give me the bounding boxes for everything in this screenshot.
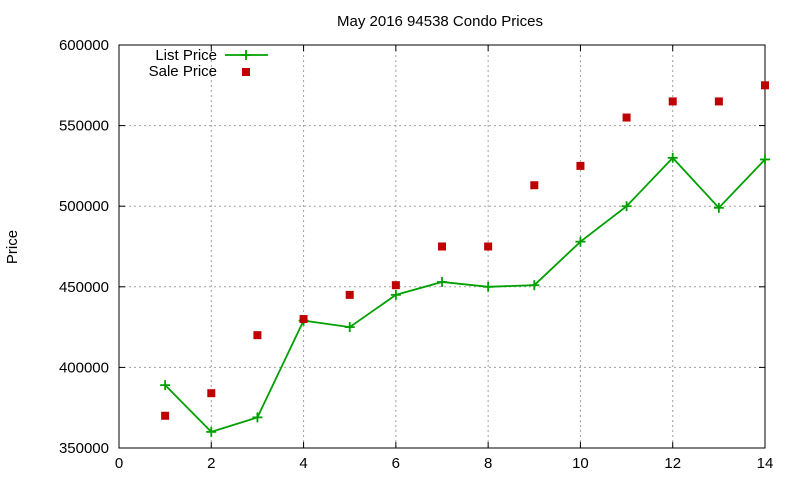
series-layer	[160, 81, 770, 437]
sale-price-point	[622, 113, 631, 122]
chart-title: May 2016 94538 Condo Prices	[337, 13, 543, 30]
list-price-line	[164, 156, 766, 433]
legend-label-sale-price: Sale Price	[149, 63, 217, 80]
sale-price-point	[207, 389, 216, 398]
plot-area-frame	[118, 44, 766, 449]
sale-price-point	[345, 290, 354, 299]
x-tick-label: 4	[299, 455, 307, 472]
y-tick-label: 600000	[59, 37, 109, 54]
list-price-point	[529, 280, 540, 291]
legend: List Price Sale Price	[149, 47, 268, 80]
sale-price-point	[668, 97, 677, 106]
x-tick-label: 0	[115, 455, 123, 472]
list-price-point	[621, 201, 632, 212]
sale-price-point	[530, 181, 539, 190]
y-tick-label: 400000	[59, 359, 109, 376]
sale-price-point	[391, 281, 400, 290]
sale-price-point	[484, 242, 493, 251]
list-price-point	[713, 202, 724, 213]
list-price-point	[483, 281, 494, 292]
sale-price-point	[438, 242, 446, 251]
list-price-point	[437, 276, 447, 287]
list-price-point	[252, 412, 263, 423]
legend-marker-list-price	[241, 50, 251, 60]
x-tick-label: 8	[484, 455, 492, 472]
x-tick-label: 10	[572, 455, 589, 472]
sale-price-point	[761, 81, 769, 90]
list-price-point	[575, 236, 586, 247]
x-tick-label: 2	[207, 455, 215, 472]
sale-price-point	[299, 315, 308, 324]
legend-label-list-price: List Price	[155, 47, 217, 64]
x-tick-label: 6	[392, 455, 400, 472]
legend-marker-sale-price	[242, 68, 250, 76]
y-tick-label: 450000	[59, 279, 109, 296]
axis-ticks: 0 2 4 6 8 10 12 14 350000 400000 450000 500000 55000…	[59, 37, 773, 472]
list-price-point	[390, 289, 401, 300]
x-tick-label: 12	[664, 455, 681, 472]
y-tick-label: 350000	[59, 440, 109, 457]
x-tick-label: 14	[757, 455, 774, 472]
y-tick-label: 500000	[59, 198, 109, 215]
y-axis-label: Price	[4, 230, 21, 264]
list-price-point	[344, 322, 355, 333]
list-price-point	[760, 154, 770, 165]
sale-price-point	[576, 161, 585, 170]
list-price-point	[667, 152, 678, 163]
y-tick-label: 550000	[59, 118, 109, 135]
sale-price-point	[161, 411, 170, 420]
list-price-point	[160, 380, 171, 391]
sale-price-point	[714, 97, 723, 106]
list-price-point	[206, 426, 217, 437]
sale-price-point	[253, 331, 262, 340]
